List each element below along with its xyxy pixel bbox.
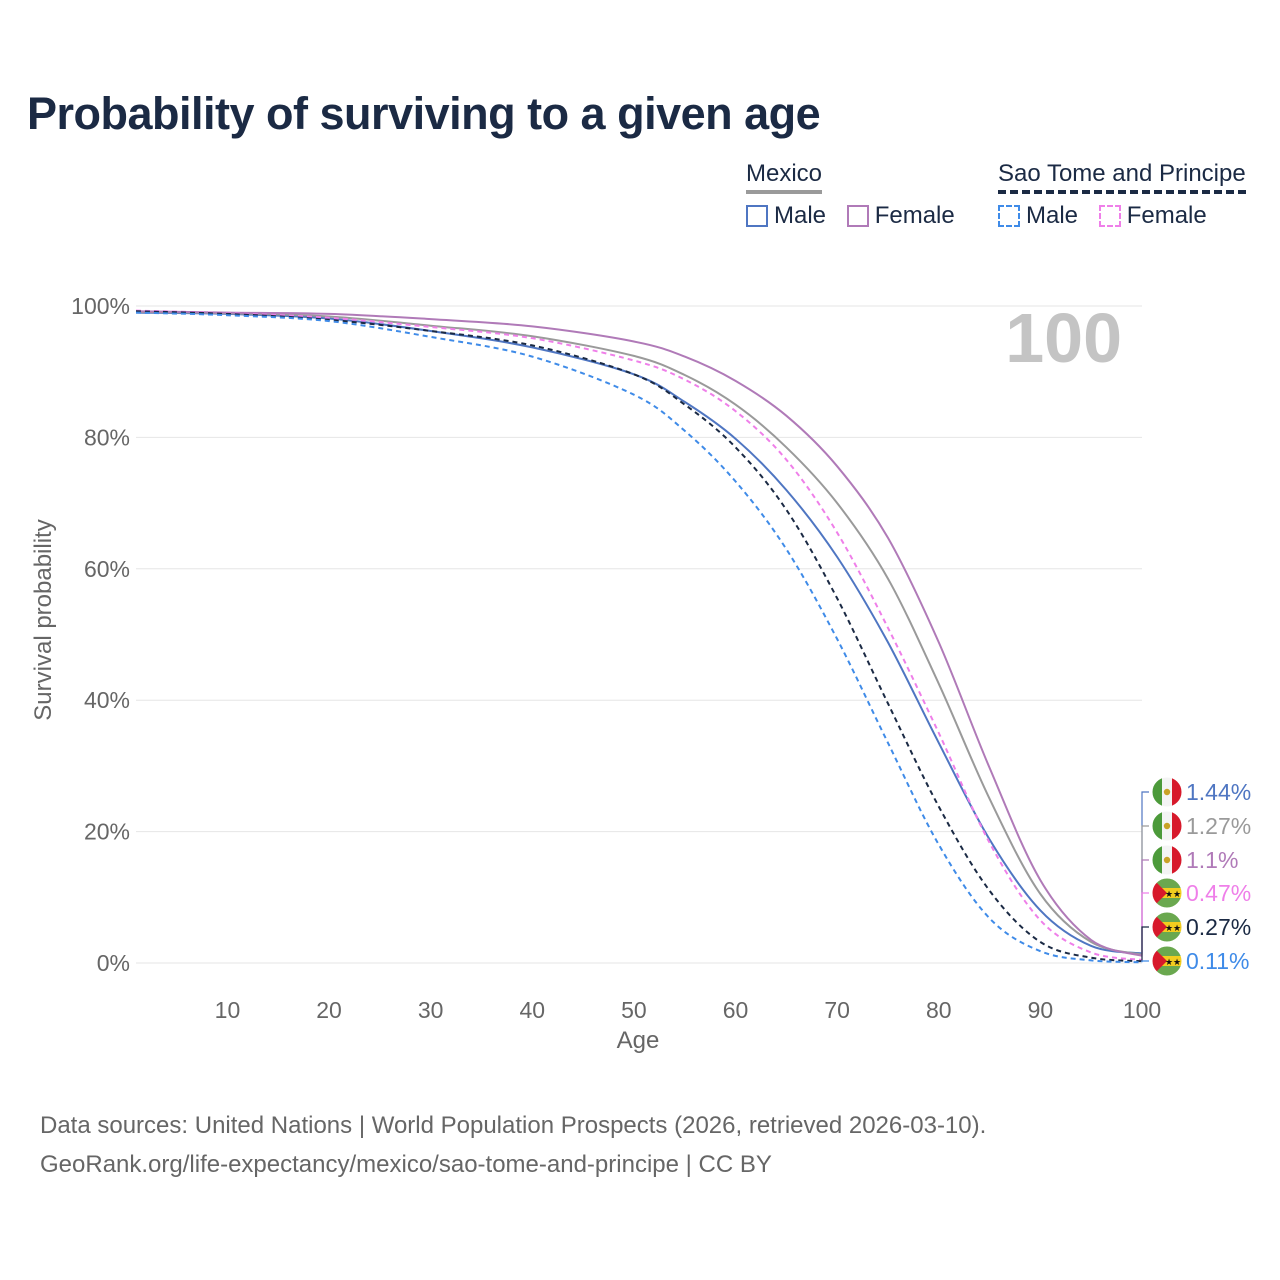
legend-label-mexico-female: Female — [874, 202, 955, 229]
legend-swatch-mexico-female — [846, 205, 869, 227]
series-line-mexico-male[interactable] — [135, 311, 1143, 955]
legend-group-stp: Sao Tome and Principe Male Female — [998, 160, 1246, 234]
x-tick-label: 70 — [824, 997, 850, 1023]
y-tick-label: 40% — [84, 687, 130, 713]
x-axis-label: Age — [617, 1027, 660, 1054]
sao-tome-flag-icon: ★★ — [1151, 877, 1183, 909]
end-labels: 1.44% 1.27% 1.1% ★★ 0.47% ★★ 0.27% ★★ 0.11% — [1141, 776, 1251, 977]
x-tick-label: 10 — [215, 997, 241, 1023]
y-tick-label: 60% — [84, 556, 130, 582]
footer-sources: Data sources: United Nations | World Pop… — [40, 1112, 987, 1139]
x-tick-label: 50 — [621, 997, 647, 1023]
footer: Data sources: United Nations | World Pop… — [40, 1106, 986, 1184]
series-line-stp-male[interactable] — [135, 311, 1143, 964]
series-lines — [135, 309, 1143, 964]
x-tick-label: 90 — [1028, 997, 1054, 1023]
mexico-flag-icon — [1151, 776, 1183, 808]
end-label-connector — [1141, 825, 1149, 955]
end-label-value: 1.27% — [1186, 813, 1251, 839]
end-label-value: 0.27% — [1186, 914, 1251, 940]
legend-swatch-stp-male — [998, 205, 1020, 227]
end-label-value: 0.47% — [1186, 880, 1251, 906]
x-tick-label: 20 — [316, 997, 342, 1023]
x-tick-label: 100 — [1123, 997, 1161, 1023]
legend-label-mexico-male: Male — [774, 202, 827, 229]
y-tick-label: 80% — [84, 424, 130, 450]
series-line-stp-total[interactable] — [135, 310, 1143, 963]
end-label-value: 1.44% — [1186, 779, 1251, 805]
chart-title: Probability of surviving to a given age — [27, 88, 821, 139]
axes: 0% 20% 40% 60% 80% 100% 10 20 30 40 50 60 70 80 90 100 — [71, 293, 1161, 1023]
end-label-connector — [1141, 926, 1149, 962]
legend-swatch-mexico-male — [746, 205, 768, 227]
mexico-flag-icon — [1151, 810, 1183, 842]
footer-link[interactable]: GeoRank.org/life-expectancy/mexico/sao-t… — [40, 1151, 772, 1178]
legend-label-stp-male: Male — [1026, 202, 1079, 229]
end-label-connector — [1141, 859, 1149, 956]
sao-tome-flag-icon: ★★ — [1151, 911, 1183, 943]
svg-text:★★: ★★ — [1165, 889, 1181, 899]
x-tick-label: 80 — [926, 997, 952, 1023]
y-axis-label: Survival probability — [30, 519, 57, 720]
x-tick-label: 30 — [418, 997, 444, 1023]
legend-item-stp-female[interactable]: Female — [1098, 202, 1207, 230]
legend-item-stp-male[interactable]: Male — [998, 202, 1078, 230]
legend-group-title-stp: Sao Tome and Principe — [998, 160, 1246, 194]
legend-item-mexico-male[interactable]: Male — [746, 202, 826, 230]
sao-tome-flag-icon: ★★ — [1151, 945, 1183, 977]
svg-text:★★: ★★ — [1165, 957, 1181, 967]
legend-label-stp-female: Female — [1126, 202, 1207, 229]
grid — [136, 305, 1142, 964]
y-tick-label: 20% — [84, 819, 130, 845]
y-tick-label: 100% — [71, 293, 130, 319]
legend-item-mexico-female[interactable]: Female — [846, 202, 955, 230]
end-label-connector — [1141, 791, 1149, 954]
series-line-stp-female[interactable] — [135, 309, 1143, 961]
age-watermark: 100 — [1005, 299, 1122, 377]
x-tick-label: 40 — [520, 997, 546, 1023]
legend-group-mexico: Mexico Male Female — [746, 160, 969, 234]
series-line-mexico-total[interactable] — [135, 310, 1143, 956]
x-tick-label: 60 — [723, 997, 749, 1023]
legend-group-title-mexico: Mexico — [746, 160, 823, 194]
y-tick-label: 0% — [97, 950, 130, 976]
end-label-value: 1.1% — [1186, 847, 1238, 873]
mexico-flag-icon — [1151, 844, 1183, 876]
legend-swatch-stp-female — [1098, 205, 1121, 227]
series-line-mexico-female[interactable] — [135, 310, 1143, 957]
end-label-value: 0.11% — [1186, 948, 1250, 974]
svg-text:★★: ★★ — [1165, 923, 1181, 933]
end-label-connector — [1141, 960, 1149, 963]
